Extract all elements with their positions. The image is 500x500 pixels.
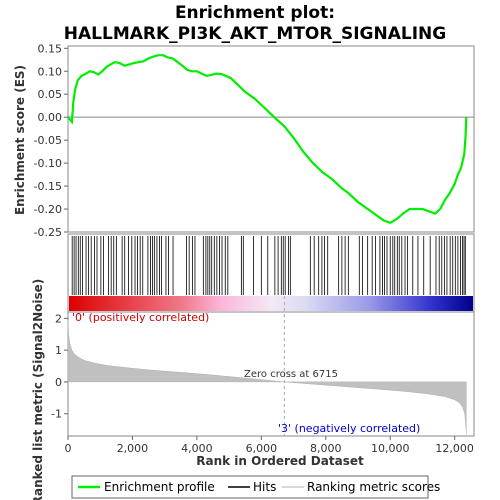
x-axis-title: Rank in Ordered Dataset [196,454,364,468]
metric-y-tick-label: -1 [51,408,62,421]
x-tick-label: 12,000 [435,442,474,455]
negative-correlation-label: '3' (negatively correlated) [278,422,420,435]
es-y-tick-label: -0.05 [34,134,62,147]
x-tick-label: 2,000 [117,442,149,455]
legend: Enrichment profile Hits Ranking metric s… [71,475,440,499]
es-y-tick-label: 0.05 [38,88,63,101]
x-tick-label: 10,000 [371,442,410,455]
metric-y-axis-title: Ranked list metric (Signal2Noise) [31,279,45,500]
x-tick-label: 0 [65,442,72,455]
legend-hits-label: Hits [253,480,276,494]
chart-title: Enrichment plot: [175,3,335,23]
metric-y-ticks: 2 1 0 -1 [51,312,68,421]
legend-enrichment-label: Enrichment profile [104,480,215,494]
es-panel-frame [67,45,475,233]
x-tick-label: 8,000 [310,442,342,455]
es-y-tick-label: -0.10 [34,157,62,170]
ranking-color-band [69,296,473,311]
x-tick-label: 4,000 [181,442,213,455]
es-y-axis-title: Enrichment score (ES) [13,65,27,215]
es-y-tick-label: -0.20 [34,203,62,216]
ranking-metric-area [67,319,467,435]
es-y-tick-label: -0.25 [34,226,62,239]
hits-panel [67,233,475,313]
metric-y-tick-label: 2 [55,312,62,325]
metric-panel: 210-1 0 2,000 4,000 6,000 8,000 10,000 12,000 … [31,279,475,500]
metric-y-tick-label: 1 [55,344,62,357]
hit-lines [71,236,466,295]
x-tick-label: 6,000 [246,442,278,455]
legend-metric-label: Ranking metric scores [307,480,440,494]
metric-x-ticks: 0 2,000 4,000 6,000 8,000 10,000 12,000 [65,436,474,455]
es-panel: 0.15 0.10 0.05 0.00 -0.05 -0.10 -0.15 -0.20 -0.2… [13,42,475,239]
positive-correlation-label: '0' (positively correlated) [72,311,209,324]
es-y-tick-label: 0.15 [38,42,63,55]
es-y-tick-label: -0.15 [34,180,62,193]
zero-cross-label: Zero cross at 6715 [244,369,338,380]
chart-subtitle: HALLMARK_PI3K_AKT_MTOR_SIGNALING [64,24,446,44]
es-y-ticks: 0.15 0.10 0.05 0.00 -0.05 -0.10 -0.15 -0.20 -0.2… [34,42,68,239]
enrichment-profile-line [67,54,468,225]
metric-y-tick-label: 0 [55,376,62,389]
es-y-tick-label: 0.00 [38,111,63,124]
es-y-tick-label: 0.10 [38,65,63,78]
